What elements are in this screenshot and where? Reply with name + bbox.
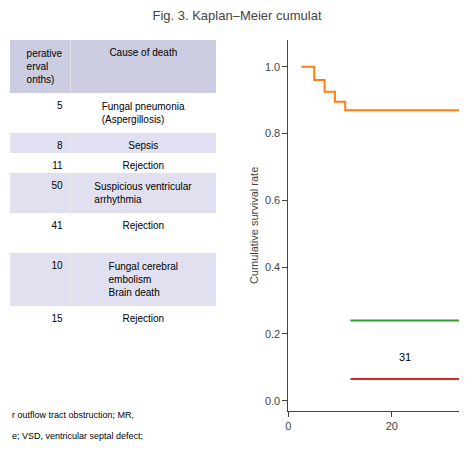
svg-text:0: 0 — [285, 420, 291, 432]
svg-text:10: 10 — [51, 260, 63, 271]
svg-text:15: 15 — [51, 313, 63, 324]
svg-text:e; VSD, ventricular septal def: e; VSD, ventricular septal defect; — [12, 431, 143, 441]
svg-text:31: 31 — [399, 351, 411, 363]
svg-text:Fungal cerebralembolismBrain d: Fungal cerebralembolismBrain death — [109, 261, 178, 298]
svg-text:0.6: 0.6 — [265, 194, 280, 206]
svg-text:perativeervalonths): perativeervalonths) — [27, 48, 63, 85]
svg-text:Cause of death: Cause of death — [109, 47, 177, 58]
svg-text:8: 8 — [57, 140, 63, 151]
svg-text:1.0: 1.0 — [265, 61, 280, 73]
svg-text:Rejection: Rejection — [122, 160, 164, 171]
svg-text:0.0: 0.0 — [265, 395, 280, 407]
svg-text:Fig. 3. Kaplan–Meier cumulat: Fig. 3. Kaplan–Meier cumulat — [152, 8, 321, 23]
svg-text:r outflow tract obstruction; M: r outflow tract obstruction; MR, — [12, 410, 134, 420]
svg-text:11: 11 — [52, 160, 63, 171]
svg-text:5: 5 — [57, 100, 63, 111]
svg-text:Fungal pneumonia(Aspergillosis: Fungal pneumonia(Aspergillosis) — [102, 101, 185, 125]
svg-text:0.8: 0.8 — [265, 127, 280, 139]
svg-text:0.4: 0.4 — [265, 261, 280, 273]
svg-text:Cumulative survival rate: Cumulative survival rate — [248, 167, 260, 284]
svg-text:Suspicious ventriculararrhythm: Suspicious ventriculararrhythmia — [94, 181, 192, 205]
svg-text:Rejection: Rejection — [122, 313, 164, 324]
svg-text:Sepsis: Sepsis — [128, 140, 158, 151]
svg-text:20: 20 — [386, 420, 398, 432]
svg-text:Rejection: Rejection — [122, 220, 164, 231]
svg-text:50: 50 — [51, 180, 63, 191]
svg-text:0.2: 0.2 — [265, 328, 280, 340]
svg-text:41: 41 — [51, 220, 63, 231]
